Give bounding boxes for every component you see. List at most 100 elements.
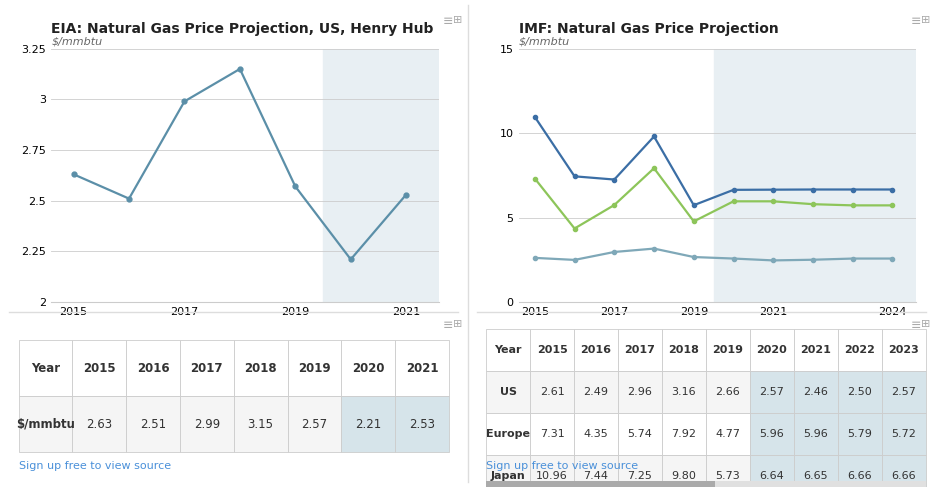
FancyBboxPatch shape [618,455,662,487]
Text: Europe: Europe [486,430,530,439]
FancyBboxPatch shape [486,481,926,487]
FancyBboxPatch shape [882,329,926,371]
Text: 2021: 2021 [406,362,439,375]
FancyBboxPatch shape [341,396,396,452]
Text: ≡: ≡ [911,15,921,28]
FancyBboxPatch shape [706,413,750,455]
FancyBboxPatch shape [838,455,882,487]
FancyBboxPatch shape [750,371,794,413]
Text: 2018: 2018 [244,362,277,375]
Text: 2018: 2018 [669,345,699,355]
Text: 3.16: 3.16 [671,387,697,397]
FancyBboxPatch shape [288,396,341,452]
Text: 2017: 2017 [191,362,223,375]
FancyBboxPatch shape [341,340,396,396]
FancyBboxPatch shape [19,396,73,452]
Text: 7.25: 7.25 [627,471,653,482]
FancyBboxPatch shape [486,329,530,371]
Text: 2.53: 2.53 [409,418,435,431]
FancyBboxPatch shape [882,413,926,455]
Text: $/mmbtu: $/mmbtu [519,37,570,47]
Text: 5.79: 5.79 [847,430,872,439]
Text: 2.57: 2.57 [891,387,916,397]
FancyBboxPatch shape [794,413,838,455]
FancyBboxPatch shape [180,340,234,396]
Text: $/mmbtu: $/mmbtu [16,418,75,431]
FancyBboxPatch shape [750,455,794,487]
Text: 9.80: 9.80 [671,471,697,482]
Text: 2016: 2016 [581,345,611,355]
Text: 7.31: 7.31 [539,430,565,439]
FancyBboxPatch shape [838,371,882,413]
Text: 2.66: 2.66 [715,387,741,397]
Text: 2022: 2022 [844,345,875,355]
FancyBboxPatch shape [750,329,794,371]
Text: 4.35: 4.35 [583,430,609,439]
Text: Sign up free to view source: Sign up free to view source [486,461,639,471]
Text: 4.77: 4.77 [715,430,741,439]
FancyBboxPatch shape [794,455,838,487]
Text: 2019: 2019 [298,362,331,375]
FancyBboxPatch shape [574,413,618,455]
Text: 5.96: 5.96 [759,430,784,439]
Text: 7.92: 7.92 [671,430,697,439]
Text: 5.73: 5.73 [715,471,741,482]
FancyBboxPatch shape [750,413,794,455]
FancyBboxPatch shape [838,329,882,371]
Text: 5.72: 5.72 [891,430,916,439]
FancyBboxPatch shape [234,340,288,396]
FancyBboxPatch shape [794,329,838,371]
Bar [324,49,439,302]
Text: 2.61: 2.61 [539,387,565,397]
FancyBboxPatch shape [530,413,574,455]
FancyBboxPatch shape [882,371,926,413]
Text: 5.96: 5.96 [803,430,828,439]
FancyBboxPatch shape [396,340,449,396]
FancyBboxPatch shape [73,340,126,396]
Text: ≡: ≡ [911,319,921,332]
Text: 7.44: 7.44 [583,471,609,482]
Text: Japan: Japan [491,471,525,482]
Text: ⊞: ⊞ [921,319,930,329]
FancyBboxPatch shape [618,329,662,371]
Text: 2.50: 2.50 [847,387,872,397]
Text: ⊞: ⊞ [453,15,463,25]
FancyBboxPatch shape [794,371,838,413]
Text: 2020: 2020 [352,362,384,375]
Text: $/mmbtu: $/mmbtu [51,37,103,47]
FancyBboxPatch shape [486,455,530,487]
Text: 6.66: 6.66 [847,471,872,482]
FancyBboxPatch shape [706,371,750,413]
Text: 2015: 2015 [83,362,116,375]
Text: 2021: 2021 [800,345,831,355]
FancyBboxPatch shape [19,340,73,396]
Text: 2.46: 2.46 [803,387,828,397]
FancyBboxPatch shape [486,413,530,455]
Text: 2017: 2017 [625,345,655,355]
FancyBboxPatch shape [706,455,750,487]
FancyBboxPatch shape [126,396,180,452]
FancyBboxPatch shape [288,340,341,396]
Text: ≡: ≡ [443,15,453,28]
FancyBboxPatch shape [486,481,714,487]
Text: EIA: Natural Gas Price Projection, US, Henry Hub: EIA: Natural Gas Price Projection, US, H… [51,22,434,36]
Text: ⊞: ⊞ [921,15,930,25]
FancyBboxPatch shape [838,413,882,455]
Text: 5.74: 5.74 [627,430,653,439]
Text: 2015: 2015 [537,345,568,355]
Text: 6.66: 6.66 [891,471,916,482]
FancyBboxPatch shape [618,371,662,413]
Text: Year: Year [31,362,60,375]
Text: 2.57: 2.57 [301,418,327,431]
Text: 2023: 2023 [888,345,919,355]
Text: Sign up free to view source: Sign up free to view source [19,461,171,471]
Text: 6.65: 6.65 [803,471,828,482]
FancyBboxPatch shape [574,371,618,413]
Text: 2.51: 2.51 [140,418,166,431]
FancyBboxPatch shape [662,371,706,413]
Text: IMF: Natural Gas Price Projection: IMF: Natural Gas Price Projection [519,22,779,36]
FancyBboxPatch shape [662,455,706,487]
FancyBboxPatch shape [234,396,288,452]
FancyBboxPatch shape [530,329,574,371]
Bar [713,49,916,302]
